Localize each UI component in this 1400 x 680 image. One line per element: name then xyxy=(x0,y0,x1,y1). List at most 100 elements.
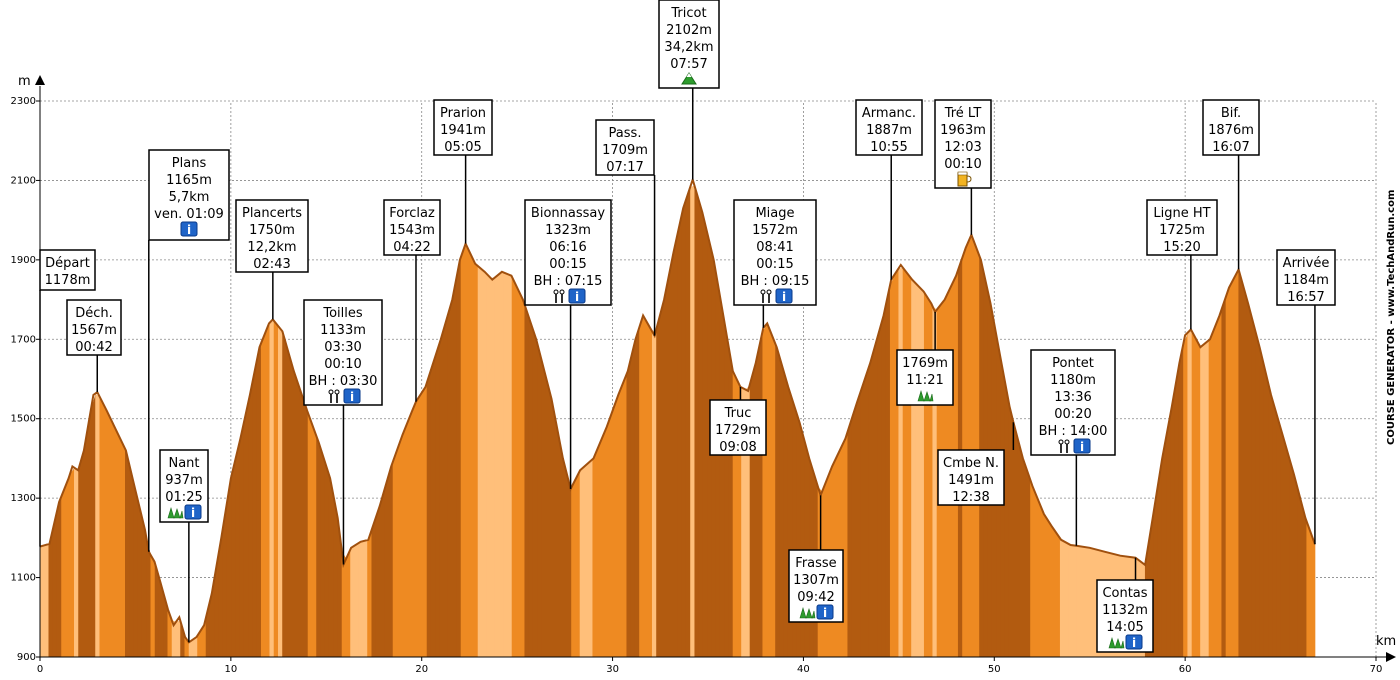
waypoint-line-0: Tré LT xyxy=(944,106,982,121)
elevation-strip xyxy=(1089,547,1095,657)
elevation-strip xyxy=(554,413,559,657)
elevation-strip xyxy=(583,463,589,657)
elevation-strip xyxy=(73,467,79,657)
elevation-strip xyxy=(265,322,270,657)
waypoint-line-1: 1941m xyxy=(440,123,486,138)
elevation-strip xyxy=(634,327,640,657)
waypoint-line-0: Armanc. xyxy=(862,106,916,121)
elevation-strip xyxy=(460,245,466,658)
y-tick-label: 1900 xyxy=(11,255,36,266)
elevation-strip xyxy=(477,265,483,657)
elevation-strip xyxy=(316,435,321,657)
elevation-strip xyxy=(702,215,708,657)
waypoint-line-2: 12:03 xyxy=(944,140,981,155)
waypoint-line-0: Bionnassay xyxy=(531,206,605,221)
waypoint-line-1: 1750m xyxy=(249,223,295,238)
waypoint-box xyxy=(855,99,923,156)
elevation-strip xyxy=(1306,520,1312,657)
waypoint-line-2: 13:36 xyxy=(1054,390,1091,405)
waypoint-line-1: 1491m xyxy=(948,473,994,488)
waypoint-line-0: Toilles xyxy=(322,306,363,321)
elevation-strip xyxy=(622,374,627,657)
elevation-strip xyxy=(286,345,292,657)
elevation-strip xyxy=(430,356,436,657)
waypoint-line-1: 937m xyxy=(165,473,202,488)
elevation-strip xyxy=(847,418,853,657)
elevation-strip xyxy=(498,272,504,657)
elevation-strip xyxy=(90,393,96,657)
y-tick-label: 2300 xyxy=(11,96,36,107)
elevation-strip xyxy=(371,517,377,657)
elevation-strip xyxy=(413,398,419,657)
waypoint-line-1: 1180m xyxy=(1050,373,1096,388)
waypoint-0: Départ 1178m xyxy=(39,249,96,547)
elevation-strip xyxy=(486,273,491,657)
waypoint-16: Tré LT 1963m 12:03 00:10 xyxy=(934,99,992,235)
elevation-strip xyxy=(1229,277,1235,657)
elevation-strip xyxy=(248,382,253,657)
person-body xyxy=(1060,444,1068,453)
elevation-strip xyxy=(762,323,768,657)
waypoint-line-0: Cmbe N. xyxy=(943,456,999,471)
waypoint-line-0: Déch. xyxy=(75,306,113,321)
waypoint-line-0: Pass. xyxy=(609,126,642,141)
waypoint-line-0: Miage xyxy=(755,206,794,221)
elevation-strip xyxy=(328,474,334,657)
elevation-strip xyxy=(171,620,177,657)
waypoint-box xyxy=(1030,349,1116,456)
elevation-strip xyxy=(350,545,355,657)
y-tick-label: 900 xyxy=(17,652,36,663)
y-tick-label: 1500 xyxy=(11,414,36,425)
elevation-strip xyxy=(1081,546,1086,657)
waypoint-box xyxy=(937,449,1005,506)
elevation-strip xyxy=(1008,403,1014,657)
waypoint-line-2: 07:17 xyxy=(606,160,643,175)
elevation-strip xyxy=(1221,297,1227,657)
waypoint-line-0: Tricot xyxy=(670,6,706,21)
elevation-strip xyxy=(724,320,729,657)
elevation-strip xyxy=(766,323,772,657)
waypoint-line-3: ven. 01:09 xyxy=(154,207,224,222)
elevation-strip xyxy=(175,620,181,657)
elevation-strip xyxy=(1042,511,1048,657)
elevation-strip xyxy=(473,260,479,657)
waypoint-22: Arrivée 1184m 16:57 xyxy=(1276,249,1336,545)
elevation-strip xyxy=(579,466,585,657)
x-tick-label: 30 xyxy=(606,664,619,675)
elevation-strip xyxy=(1068,543,1074,657)
elevation-strip xyxy=(435,343,440,657)
elevation-strip xyxy=(528,316,534,657)
waypoint-line-1: 1132m xyxy=(1102,603,1148,618)
grass-icon-shape xyxy=(799,606,816,620)
elevation-strip xyxy=(690,185,695,657)
elevation-strip xyxy=(341,550,347,657)
elevation-strip xyxy=(545,376,551,657)
y-tick-label: 2100 xyxy=(11,175,36,186)
y-axis-arrow-icon xyxy=(35,75,45,85)
elevation-strip xyxy=(1051,525,1057,657)
elevation-strip xyxy=(1157,460,1163,657)
elevation-strip xyxy=(1242,284,1248,657)
elevation-strip xyxy=(112,422,117,657)
elevation-strip xyxy=(422,383,428,657)
info-icon-glyph: i xyxy=(575,290,579,304)
elevation-strip xyxy=(507,274,513,657)
waypoint-line-2: 15:20 xyxy=(1163,240,1200,255)
waypoint-line-2: 16:57 xyxy=(1287,290,1324,305)
info-icon-bg xyxy=(775,288,793,304)
waypoint-box xyxy=(595,119,655,176)
elevation-strip xyxy=(367,530,372,657)
waypoint-box xyxy=(383,199,441,256)
beer-icon-foam xyxy=(957,171,968,176)
info-icon-glyph: i xyxy=(1132,636,1136,650)
y-tick-label: 1300 xyxy=(11,493,36,504)
elevation-strip xyxy=(481,269,487,657)
elevation-strip xyxy=(222,502,228,657)
info-icon-bg xyxy=(1073,438,1091,454)
elevation-strip xyxy=(116,430,122,657)
elevation-strip xyxy=(282,331,287,657)
elevation-strip xyxy=(864,367,870,657)
waypoint-box xyxy=(433,99,493,156)
elevation-strip xyxy=(1268,383,1273,657)
waypoint-line-1: 1184m xyxy=(1283,273,1329,288)
